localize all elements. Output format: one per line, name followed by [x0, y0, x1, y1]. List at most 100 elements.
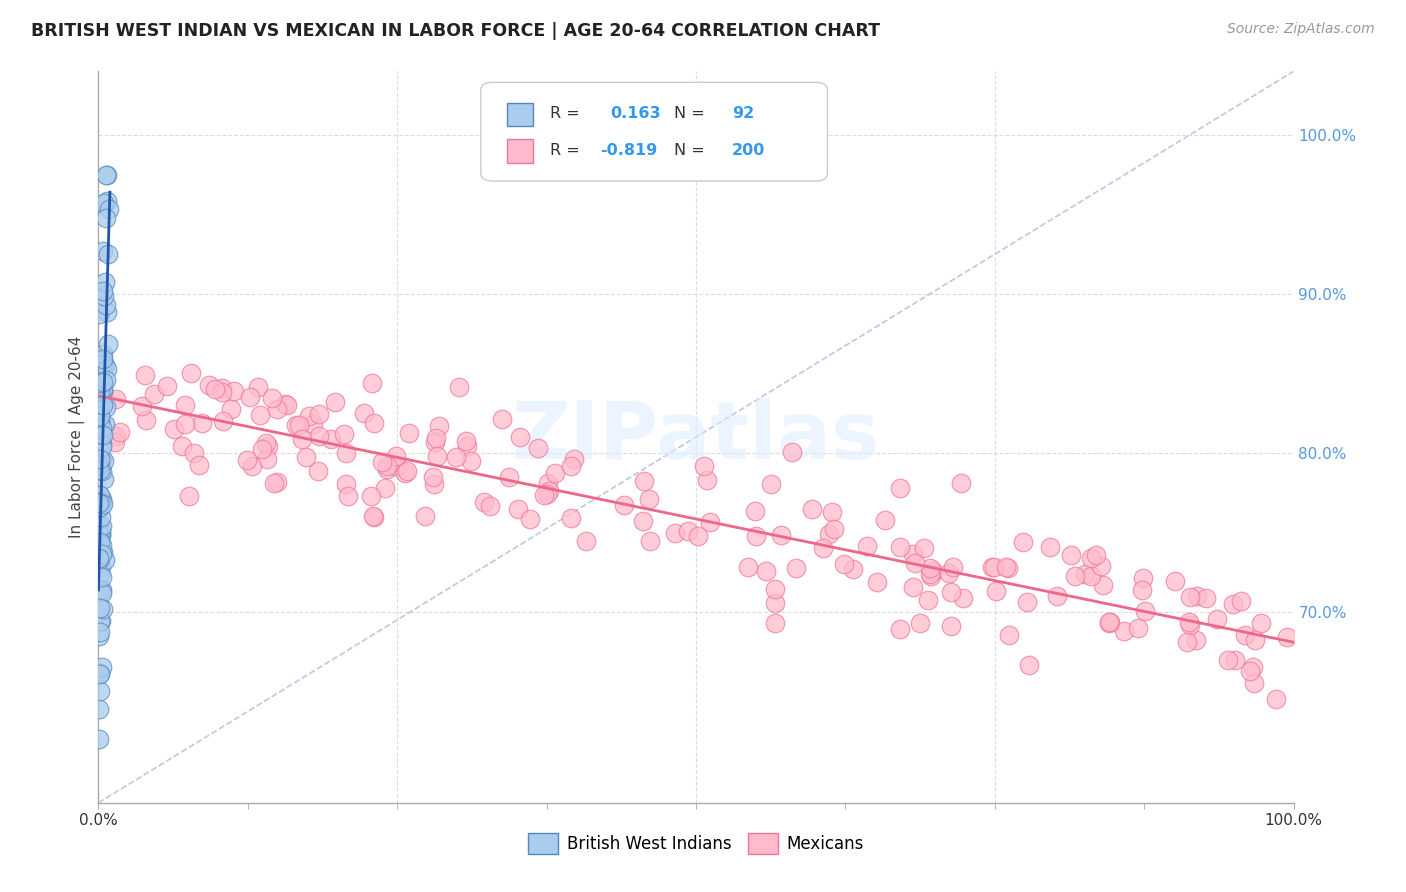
Point	[174, 398, 197, 412]
Point	[527, 441, 550, 455]
Point	[1216, 652, 1239, 666]
Point	[91, 440, 114, 454]
Point	[394, 466, 416, 480]
Point	[533, 487, 555, 501]
Point	[1060, 548, 1083, 562]
Text: R =: R =	[550, 106, 579, 121]
Text: 0.163: 0.163	[610, 106, 661, 121]
Point	[180, 367, 202, 381]
Point	[90, 518, 112, 533]
Point	[375, 462, 398, 476]
Point	[89, 500, 111, 514]
Point	[295, 450, 318, 465]
Point	[204, 383, 226, 397]
Point	[873, 513, 896, 527]
Point	[763, 582, 786, 596]
Point	[801, 502, 824, 516]
Point	[1126, 621, 1149, 635]
Point	[91, 570, 114, 584]
Point	[308, 407, 330, 421]
Point	[333, 427, 356, 442]
Point	[939, 619, 962, 633]
Point	[302, 417, 325, 431]
Y-axis label: In Labor Force | Age 20-64: In Labor Force | Age 20-64	[69, 336, 84, 538]
Point	[1180, 618, 1202, 632]
Point	[97, 246, 120, 260]
Point	[360, 376, 382, 390]
Point	[260, 392, 283, 406]
Legend: British West Indians, Mexicans: British West Indians, Mexicans	[522, 827, 870, 860]
Point	[90, 586, 112, 600]
Point	[918, 566, 941, 581]
Point	[89, 409, 111, 423]
Point	[536, 487, 558, 501]
Point	[755, 564, 778, 578]
Point	[922, 565, 945, 579]
Point	[91, 352, 114, 367]
Point	[246, 380, 269, 394]
Point	[91, 383, 114, 397]
Point	[901, 547, 924, 561]
Point	[538, 483, 561, 498]
Point	[89, 582, 111, 596]
Point	[785, 560, 807, 574]
Point	[93, 498, 115, 512]
Point	[256, 451, 278, 466]
Point	[1222, 597, 1244, 611]
Point	[842, 562, 865, 576]
Point	[336, 489, 359, 503]
Point	[633, 514, 655, 528]
Point	[94, 211, 117, 226]
Point	[89, 615, 111, 629]
Point	[321, 433, 343, 447]
Point	[335, 476, 357, 491]
Text: 200: 200	[733, 143, 765, 158]
Point	[491, 412, 513, 426]
Point	[422, 470, 444, 484]
Point	[285, 417, 308, 432]
Point	[1046, 589, 1069, 603]
Text: Source: ZipAtlas.com: Source: ZipAtlas.com	[1227, 22, 1375, 37]
Point	[89, 384, 111, 398]
Point	[686, 528, 709, 542]
Point	[96, 400, 118, 414]
Point	[89, 550, 111, 565]
Point	[817, 526, 839, 541]
Point	[1133, 604, 1156, 618]
Point	[173, 417, 195, 432]
Point	[1090, 558, 1112, 573]
Point	[93, 357, 115, 371]
Point	[90, 491, 112, 506]
Point	[89, 566, 111, 581]
Point	[454, 434, 477, 449]
Point	[360, 489, 382, 503]
Text: N =: N =	[675, 143, 706, 158]
Point	[942, 560, 965, 574]
Point	[108, 425, 131, 439]
Point	[91, 547, 114, 561]
Point	[89, 606, 111, 620]
Point	[375, 458, 398, 473]
Point	[920, 569, 942, 583]
Point	[93, 387, 115, 401]
Point	[385, 450, 408, 464]
Point	[239, 390, 262, 404]
Point	[917, 593, 939, 607]
Point	[423, 477, 446, 491]
Point	[250, 442, 273, 456]
Point	[94, 276, 117, 290]
Point	[308, 429, 330, 443]
Point	[363, 509, 385, 524]
Point	[537, 475, 560, 490]
Point	[307, 464, 329, 478]
Point	[90, 538, 112, 552]
Point	[96, 305, 118, 319]
Point	[96, 194, 118, 208]
Point	[211, 381, 233, 395]
Point	[90, 526, 112, 541]
Point	[1223, 653, 1246, 667]
Point	[211, 414, 233, 428]
Point	[134, 368, 156, 382]
Point	[235, 453, 257, 467]
Point	[90, 614, 112, 628]
